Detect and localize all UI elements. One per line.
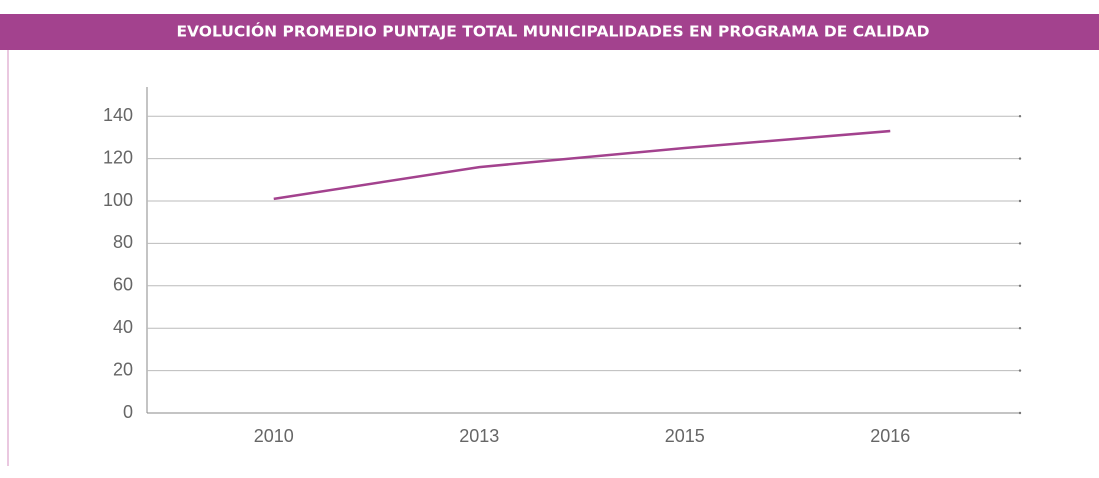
x-tick-label: 2015	[665, 426, 705, 446]
y-tick-label: 60	[113, 275, 133, 295]
title-bar	[0, 14, 1099, 50]
grid-end	[1018, 369, 1022, 372]
grid-end	[1018, 411, 1022, 415]
x-tick-label: 2016	[870, 426, 910, 446]
grid-end	[1018, 327, 1022, 330]
x-tick-label: 2013	[459, 426, 499, 446]
y-tick-label: 140	[103, 105, 133, 125]
grid-end	[1018, 199, 1022, 203]
y-tick-label: 40	[113, 317, 133, 337]
grid-end	[1018, 284, 1022, 287]
y-tick-label: 120	[103, 147, 133, 167]
chart-title: EVOLUCIÓN PROMEDIO PUNTAJE TOTAL MUNICIP…	[176, 22, 929, 41]
data-line	[273, 129, 891, 201]
y-tick-label: 0	[123, 402, 133, 422]
grid-end	[1018, 115, 1022, 118]
grid-end	[1018, 242, 1022, 245]
y-tick-label: 20	[113, 359, 133, 379]
y-tick-label: 100	[103, 190, 133, 210]
y-tick-label: 80	[113, 232, 133, 252]
x-tick-label: 2010	[254, 426, 294, 446]
grid-end	[1018, 157, 1022, 160]
